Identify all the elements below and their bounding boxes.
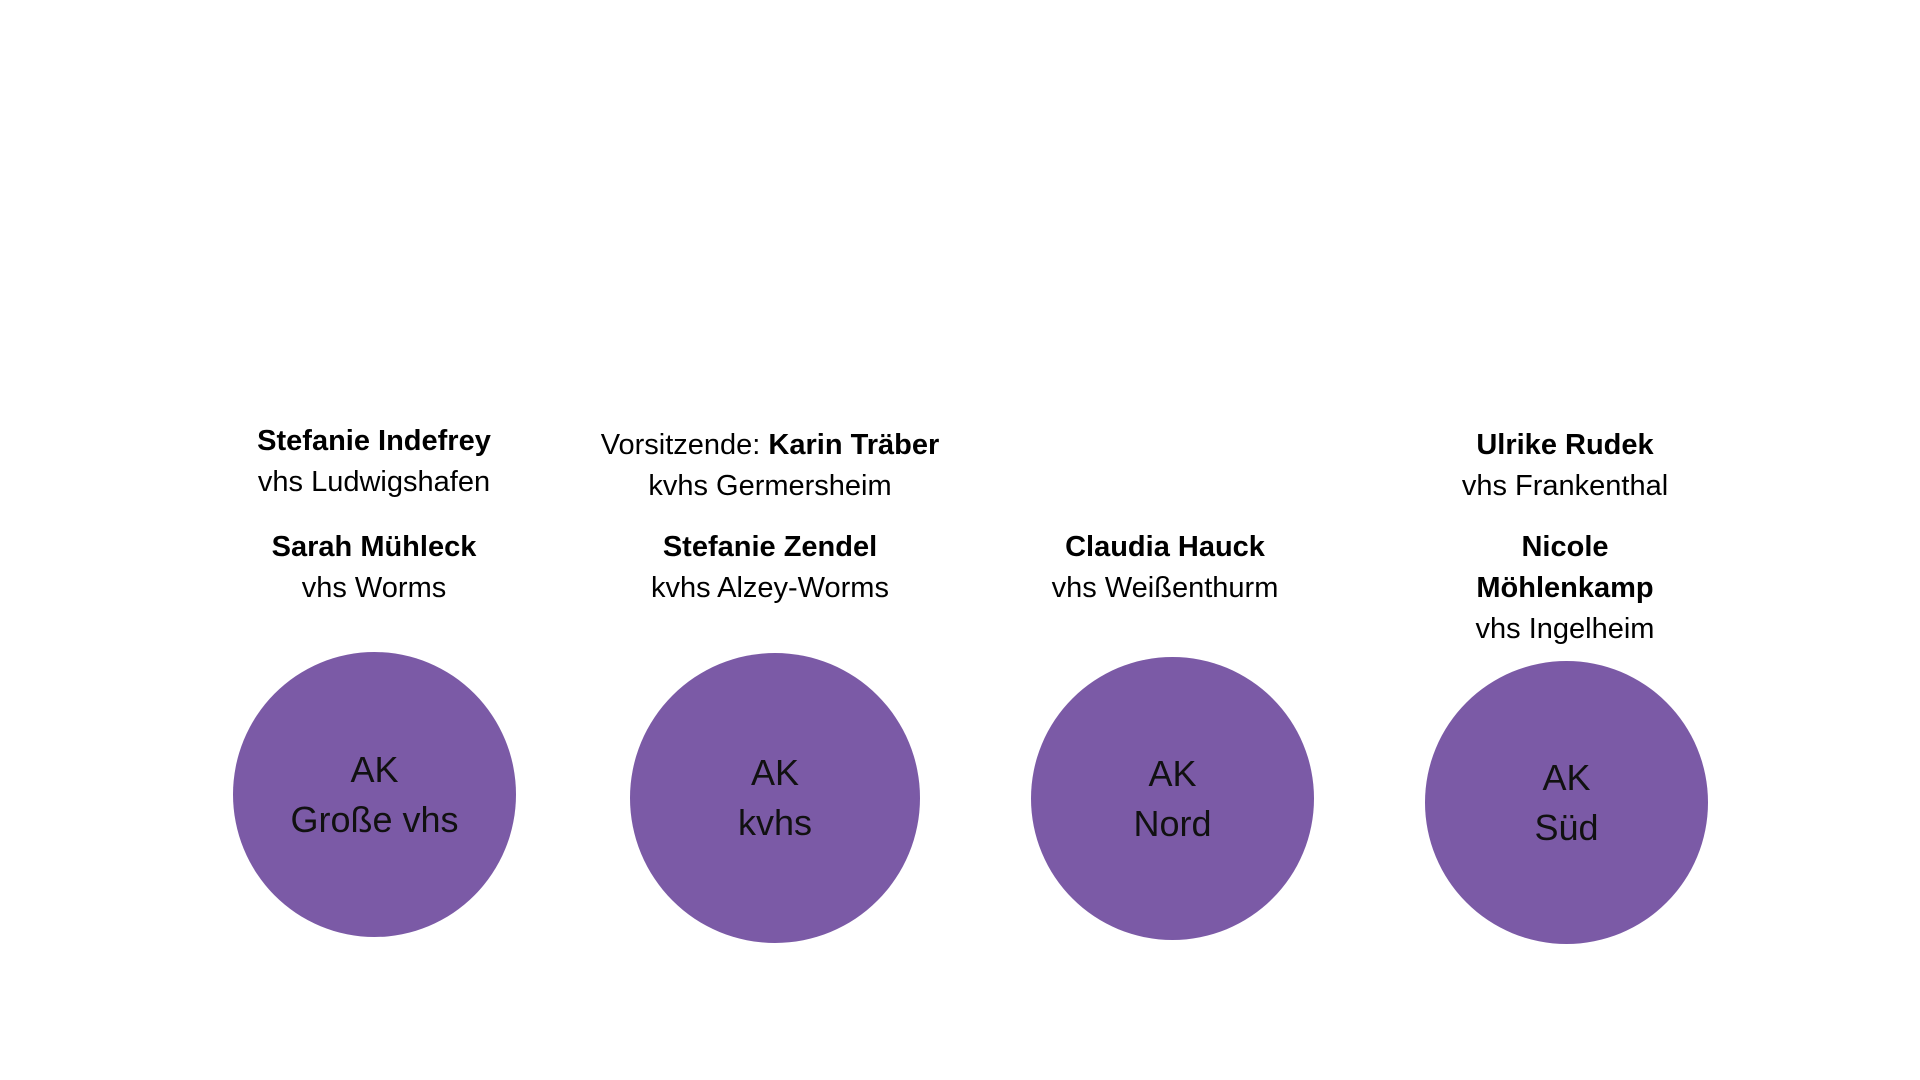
person-institution: vhs Worms <box>301 572 447 604</box>
person-institution: vhs Weißenthurm <box>1051 572 1279 604</box>
person-name-first: Nicole <box>1521 531 1609 563</box>
circle-label-line1: AK <box>1542 756 1591 798</box>
person-name: Stefanie Zendel <box>662 531 878 563</box>
group-3-person-1: Claudia Hauck vhs Weißenthurm <box>955 527 1375 609</box>
circle-label-line1: AK <box>350 748 399 790</box>
person-institution: kvhs Germersheim <box>648 470 892 502</box>
circle-ak-sued: AK Süd <box>1425 661 1708 944</box>
person-name: Claudia Hauck <box>1065 531 1265 563</box>
circle-ak-nord: AK Nord <box>1031 657 1314 940</box>
group-4-person-2: Nicole Möhlenkamp vhs Ingelheim <box>1355 527 1775 650</box>
person-name: Karin Träber <box>768 429 940 461</box>
group-1-person-1: Stefanie Indefrey vhs Ludwigshafen <box>164 421 584 503</box>
group-4-person-1: Ulrike Rudek vhs Frankenthal <box>1355 425 1775 507</box>
circle-ak-kvhs: AK kvhs <box>630 653 920 943</box>
person-institution: vhs Ludwigshafen <box>257 466 491 498</box>
group-1-person-2: Sarah Mühleck vhs Worms <box>164 527 584 609</box>
circle-label-line2: Große vhs <box>290 798 459 840</box>
circle-label-line1: AK <box>750 752 800 793</box>
person-name-with-chair: Vorsitzende: Karin Träber <box>560 425 980 466</box>
person-name-last: Möhlenkamp <box>1476 572 1654 604</box>
chair-prefix: Vorsitzende: <box>600 429 769 461</box>
circle-label-line2: kvhs <box>737 802 813 843</box>
group-2-person-2: Stefanie Zendel kvhs Alzey-Worms <box>560 527 980 609</box>
person-institution: vhs Ingelheim <box>1475 613 1655 645</box>
circle-label-line1: AK <box>1148 752 1197 794</box>
circle-label-line2: Süd <box>1534 806 1599 848</box>
person-name: Stefanie Indefrey <box>257 425 491 457</box>
circle-label-line2: Nord <box>1133 802 1212 844</box>
person-institution: kvhs Alzey-Worms <box>651 572 889 604</box>
person-institution: vhs Frankenthal <box>1461 470 1669 502</box>
person-name: Sarah Mühleck <box>271 531 477 563</box>
group-2-person-1: Vorsitzende: Karin Träber kvhs Germershe… <box>560 425 980 507</box>
circle-ak-grosse-vhs: AK Große vhs <box>233 652 516 937</box>
person-name: Ulrike Rudek <box>1476 429 1654 461</box>
